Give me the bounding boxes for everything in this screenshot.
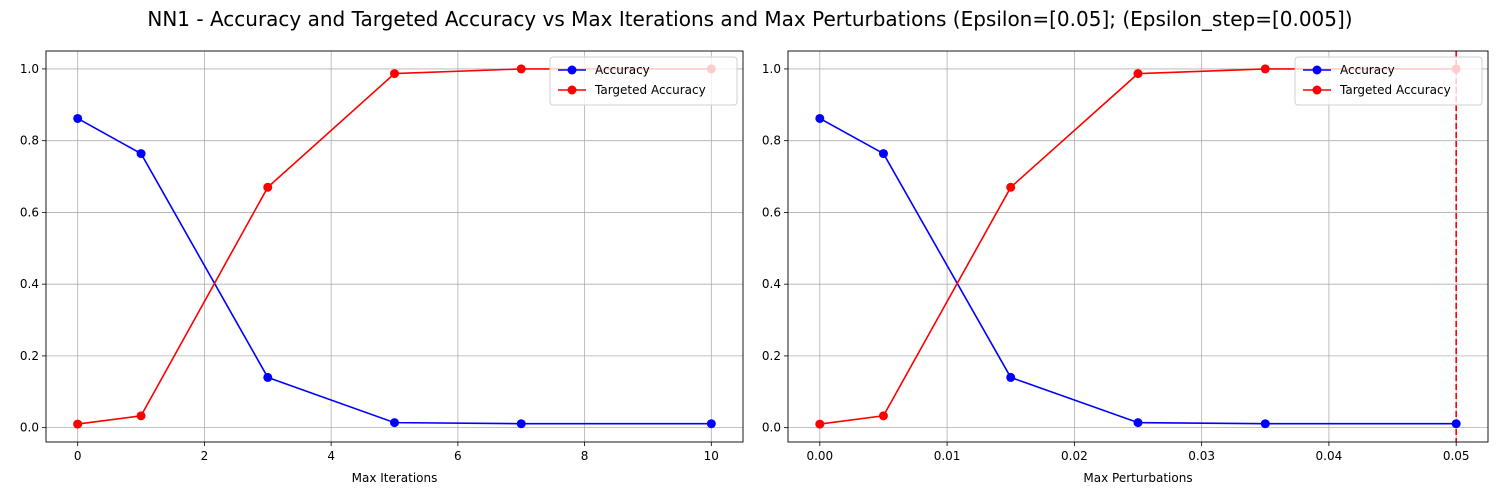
data-point bbox=[516, 419, 526, 429]
legend-label: Targeted Accuracy bbox=[594, 83, 706, 97]
legend-marker bbox=[1312, 85, 1322, 95]
x-tick-label: 10 bbox=[704, 449, 719, 463]
legend-label: Accuracy bbox=[1340, 63, 1395, 77]
y-tick-label: 0.6 bbox=[20, 205, 39, 219]
data-point bbox=[73, 113, 83, 123]
data-point bbox=[815, 419, 825, 429]
y-tick-label: 0.8 bbox=[762, 134, 781, 148]
chart-left: 0 2 4 6 8 10 0.0 0.2 0.4 0.6 0.8 1.0 Max Iterations A… bbox=[20, 50, 744, 485]
axes-frame bbox=[45, 50, 744, 443]
x-tick-label: 0 bbox=[74, 449, 82, 463]
x-tick-label: 4 bbox=[327, 449, 335, 463]
legend-label: Targeted Accuracy bbox=[1339, 83, 1451, 97]
x-tick-label: 0.00 bbox=[806, 449, 833, 463]
data-point bbox=[878, 411, 888, 421]
legend-box bbox=[1294, 56, 1483, 106]
series-line bbox=[819, 117, 1457, 425]
legend-label: Accuracy bbox=[595, 63, 650, 77]
y-tick-label: 1.0 bbox=[762, 62, 781, 76]
data-point bbox=[136, 411, 146, 421]
data-point bbox=[706, 419, 716, 429]
data-point bbox=[263, 182, 273, 192]
y-tick-label: 0.0 bbox=[20, 421, 39, 435]
data-point bbox=[390, 69, 399, 79]
axes-frame bbox=[787, 50, 1489, 443]
x-axis-label: Max Iterations bbox=[352, 471, 438, 485]
legend-box bbox=[549, 56, 738, 106]
x-tick-label: 0.01 bbox=[934, 449, 961, 463]
x-tick-label: 8 bbox=[581, 449, 589, 463]
x-tick-label: 0.04 bbox=[1316, 449, 1343, 463]
x-tick-label: 0.05 bbox=[1443, 449, 1470, 463]
y-tick-label: 0.2 bbox=[762, 349, 781, 363]
figure-title: NN1 - Accuracy and Targeted Accuracy vs … bbox=[147, 7, 1352, 31]
y-tick-label: 0.2 bbox=[20, 349, 39, 363]
data-point bbox=[878, 149, 888, 159]
data-point bbox=[815, 113, 825, 123]
series-line bbox=[77, 68, 712, 425]
data-point bbox=[73, 419, 83, 429]
x-tick-label: 0.02 bbox=[1061, 449, 1088, 463]
data-point bbox=[1006, 372, 1016, 382]
x-axis-label: Max Perturbations bbox=[1083, 471, 1192, 485]
data-point bbox=[263, 372, 273, 382]
legend-marker bbox=[567, 65, 577, 75]
chart-right: 0.00 0.01 0.02 0.03 0.04 0.05 0.0 0.2 0.4 0.6 0.8 1… bbox=[762, 50, 1489, 485]
data-point bbox=[516, 64, 526, 74]
y-tick-label: 0.8 bbox=[20, 134, 39, 148]
legend-marker bbox=[1312, 65, 1322, 75]
series-line bbox=[77, 117, 712, 425]
data-point bbox=[1133, 69, 1143, 79]
y-tick-label: 0.4 bbox=[762, 277, 781, 291]
y-tick-label: 1.0 bbox=[20, 62, 39, 76]
x-tick-label: 2 bbox=[201, 449, 209, 463]
data-point bbox=[1006, 182, 1016, 192]
data-point bbox=[1451, 419, 1461, 429]
legend-marker bbox=[567, 85, 577, 95]
series-line bbox=[819, 68, 1457, 425]
x-tick-label: 0.03 bbox=[1188, 449, 1215, 463]
data-point bbox=[1260, 419, 1270, 429]
data-point bbox=[1133, 418, 1143, 428]
data-point bbox=[390, 418, 399, 428]
x-tick-label: 6 bbox=[454, 449, 462, 463]
y-tick-label: 0.4 bbox=[20, 277, 39, 291]
data-point bbox=[136, 149, 146, 159]
y-tick-label: 0.6 bbox=[762, 205, 781, 219]
data-point bbox=[1260, 64, 1270, 74]
y-tick-label: 0.0 bbox=[762, 421, 781, 435]
